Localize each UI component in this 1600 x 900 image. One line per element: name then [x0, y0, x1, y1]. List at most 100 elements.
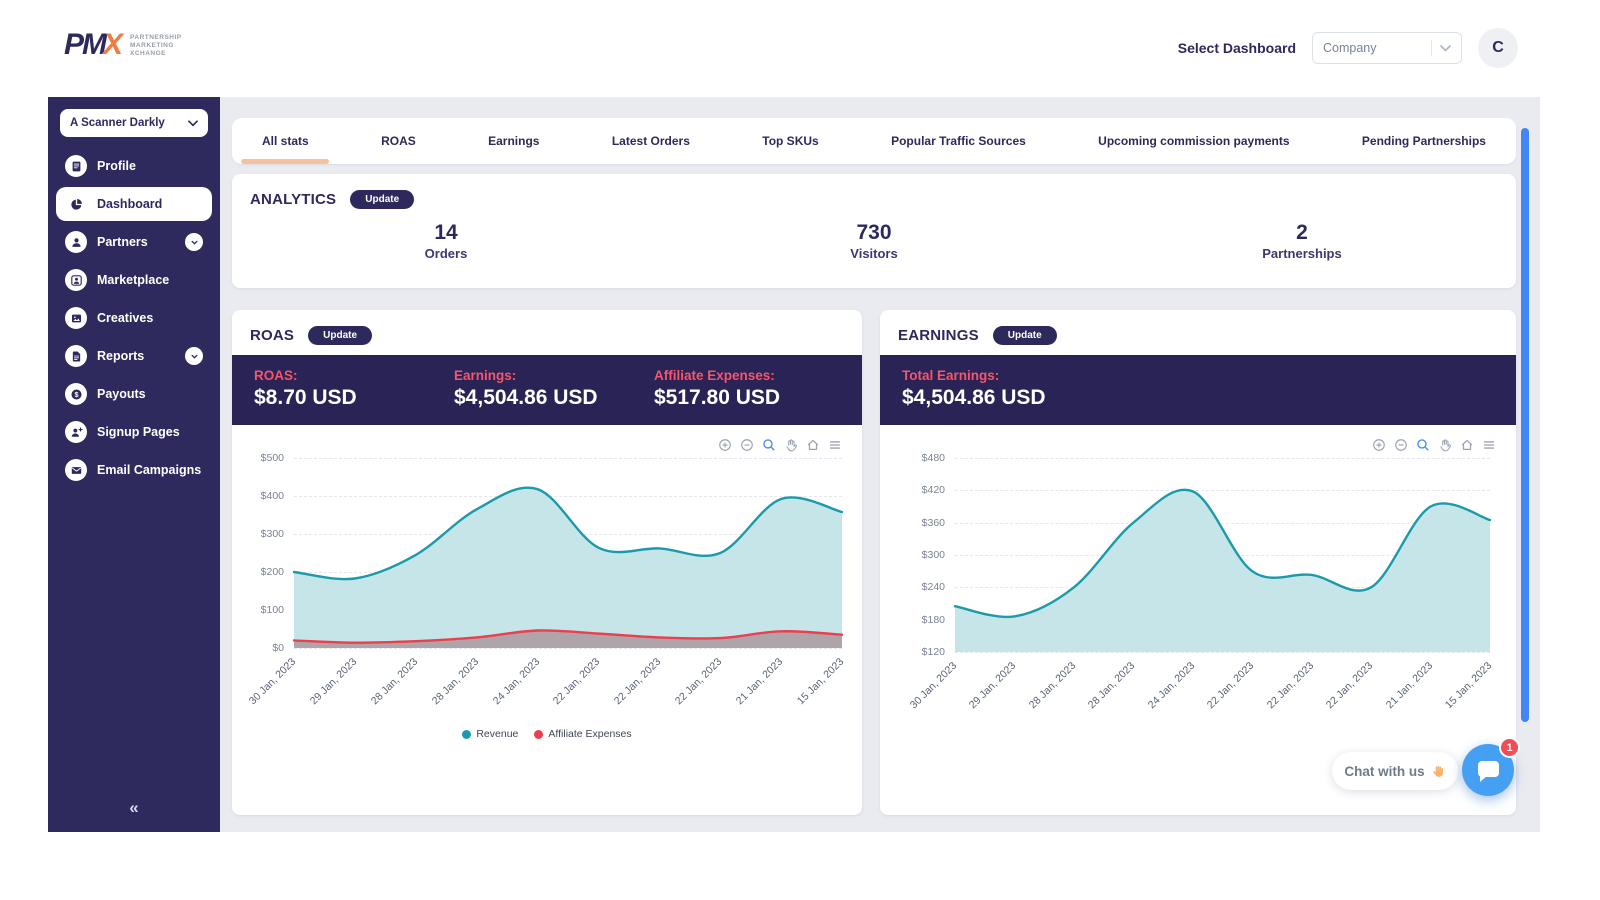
chat-with-us-pill[interactable]: Chat with us [1332, 752, 1458, 790]
tab-label: Earnings [488, 134, 540, 148]
tab-latest-orders[interactable]: Latest Orders [612, 118, 690, 164]
chart-legend: Revenue Affiliate Expenses [232, 728, 862, 740]
gridline [955, 652, 1490, 653]
series-area-revenue [294, 487, 842, 648]
chevron-down-icon[interactable] [185, 233, 203, 251]
chevron-down-icon[interactable] [185, 347, 203, 365]
y-axis-tick-label: $360 [921, 516, 945, 529]
logo-x-text: X [103, 28, 124, 61]
project-select-value: A Scanner Darkly [70, 117, 165, 129]
y-axis-tick-label: $240 [921, 581, 945, 594]
sidebar-item-creatives[interactable]: Creatives [56, 301, 212, 335]
y-axis-tick-label: $300 [260, 528, 284, 540]
zoom-in-icon[interactable] [1371, 437, 1386, 452]
zoom-box-icon[interactable] [1415, 437, 1430, 452]
pan-icon[interactable] [1437, 437, 1452, 452]
person-plus-icon [65, 421, 87, 443]
svg-text:$: $ [74, 390, 78, 399]
chat-pill-label: Chat with us [1344, 763, 1425, 779]
page-scrollbar[interactable] [1521, 128, 1529, 722]
zoom-box-icon[interactable] [761, 437, 776, 452]
stat-value: 2 [1296, 221, 1308, 244]
tab-label: Top SKUs [762, 134, 819, 148]
series-area-earnings [955, 489, 1490, 652]
user-avatar[interactable]: C [1478, 28, 1518, 68]
sidebar-item-marketplace[interactable]: Marketplace [56, 263, 212, 297]
strip-stat-label: ROAS: [254, 368, 298, 383]
strip-stat-roas: ROAS: $8.70 USD [254, 368, 454, 410]
sidebar-item-label: Profile [97, 159, 136, 173]
tab-pending-partnerships[interactable]: Pending Partnerships [1362, 118, 1486, 164]
sidebar-item-label: Dashboard [97, 197, 163, 211]
chart-toolbar [232, 431, 862, 458]
sidebar-item-reports[interactable]: Reports [56, 339, 212, 373]
chevron-down-icon [188, 119, 198, 126]
roas-card: ROAS Update ROAS: $8.70 USD Earnings: $4,50… [232, 310, 862, 815]
pan-icon[interactable] [783, 437, 798, 452]
earnings-chart: $120 $180 $240 $300 $360 $420 $480 30 Jan, 2023… [880, 452, 1516, 736]
sidebar-item-label: Signup Pages [97, 425, 180, 439]
tab-popular-traffic-sources[interactable]: Popular Traffic Sources [891, 118, 1026, 164]
gridline [294, 458, 842, 459]
tab-all-stats[interactable]: All stats [241, 118, 330, 164]
strip-stat-label: Earnings: [454, 368, 517, 383]
sidebar-item-profile[interactable]: Profile [56, 149, 212, 183]
analytics-stat-visitors: 730 Visitors [660, 221, 1088, 261]
document-icon [65, 345, 87, 367]
legend-label: Affiliate Expenses [548, 728, 632, 740]
x-axis-labels: 30 Jan, 2023 29 Jan, 2023 28 Jan, 2023 28 J… [880, 652, 1516, 736]
analytics-card: ANALYTICS Update 14 Orders 730 Visitors 2 Par… [232, 174, 1516, 288]
dollar-circle-icon: $ [65, 383, 87, 405]
strip-stat-value: $8.70 USD [254, 386, 357, 409]
header-right: Select Dashboard Company C [1178, 28, 1518, 68]
home-icon[interactable] [1459, 437, 1474, 452]
project-select[interactable]: A Scanner Darkly [60, 109, 208, 137]
strip-stat-total-earnings: Total Earnings: $4,504.86 USD [902, 368, 1046, 410]
dashboard-type-select[interactable]: Company [1312, 32, 1462, 64]
roas-update-button[interactable]: Update [308, 326, 373, 345]
strip-stat-label: Total Earnings: [902, 368, 1000, 383]
sidebar-item-partners[interactable]: Partners [56, 225, 212, 259]
legend-item-revenue: Revenue [462, 728, 518, 740]
storefront-person-icon [65, 269, 87, 291]
earnings-card: EARNINGS Update Total Earnings: $4,504.86… [880, 310, 1516, 815]
home-icon[interactable] [805, 437, 820, 452]
sidebar-item-label: Email Campaigns [97, 463, 202, 477]
sidebar-item-signup-pages[interactable]: Signup Pages [56, 415, 212, 449]
person-icon [65, 231, 87, 253]
sidebar-item-dashboard[interactable]: Dashboard [56, 187, 212, 221]
tab-top-skus[interactable]: Top SKUs [762, 118, 818, 164]
chat-bubble-icon [1478, 761, 1499, 782]
stat-label: Partnerships [1262, 246, 1342, 261]
analytics-stats: 14 Orders 730 Visitors 2 Partnerships [232, 219, 1516, 277]
menu-icon[interactable] [1481, 437, 1496, 452]
y-axis-tick-label: $0 [272, 642, 284, 654]
sidebar-item-label: Payouts [97, 387, 146, 401]
sidebar-item-payouts[interactable]: $ Payouts [56, 377, 212, 411]
strip-stat-value: $517.80 USD [654, 386, 781, 409]
earnings-stats-strip: Total Earnings: $4,504.86 USD [880, 355, 1516, 425]
zoom-out-icon[interactable] [1393, 437, 1408, 452]
roas-chart: $0 $100 $200 $300 $400 $500 30 Jan, 2023 29 Jan… [232, 452, 862, 740]
tab-upcoming-commission-payments[interactable]: Upcoming commission payments [1098, 118, 1289, 164]
strip-stat-affiliate-expenses: Affiliate Expenses: $517.80 USD [654, 368, 780, 410]
roas-stats-strip: ROAS: $8.70 USD Earnings: $4,504.86 USD Affi… [232, 355, 862, 425]
series-line-revenue [292, 486, 844, 581]
stat-value: 14 [434, 221, 458, 244]
menu-icon[interactable] [827, 437, 842, 452]
analytics-update-button[interactable]: Update [350, 190, 415, 209]
zoom-in-icon[interactable] [717, 437, 732, 452]
zoom-out-icon[interactable] [739, 437, 754, 452]
y-axis-tick-label: $500 [260, 452, 284, 464]
image-card-icon [65, 307, 87, 329]
sidebar-collapse-button[interactable]: « [129, 798, 139, 817]
sidebar-item-email-campaigns[interactable]: Email Campaigns [56, 453, 212, 487]
logo-tagline: PARTNERSHIP MARKETING XCHANGE [130, 34, 182, 57]
select-divider [1431, 40, 1432, 56]
analytics-stat-partnerships: 2 Partnerships [1088, 221, 1516, 261]
tab-earnings[interactable]: Earnings [488, 118, 539, 164]
earnings-update-button[interactable]: Update [992, 326, 1057, 345]
earnings-title: EARNINGS [898, 327, 979, 344]
tab-roas[interactable]: ROAS [381, 118, 416, 164]
envelope-icon [65, 459, 87, 481]
